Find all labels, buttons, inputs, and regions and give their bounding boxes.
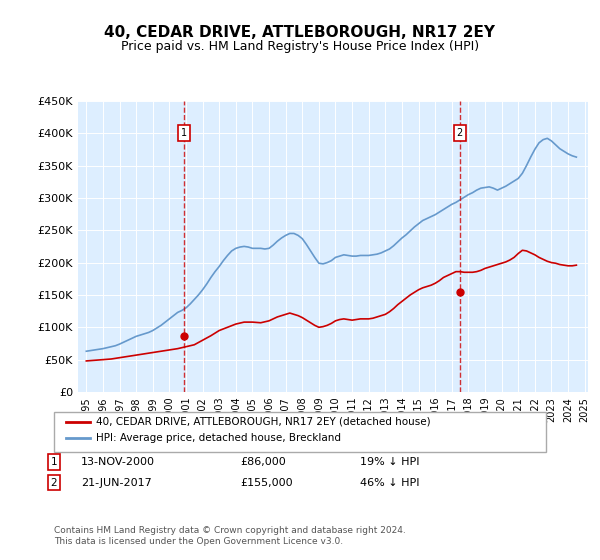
Text: 46% ↓ HPI: 46% ↓ HPI bbox=[360, 478, 419, 488]
Text: 13-NOV-2000: 13-NOV-2000 bbox=[81, 457, 155, 467]
Text: 40, CEDAR DRIVE, ATTLEBOROUGH, NR17 2EY: 40, CEDAR DRIVE, ATTLEBOROUGH, NR17 2EY bbox=[104, 25, 496, 40]
Text: 19% ↓ HPI: 19% ↓ HPI bbox=[360, 457, 419, 467]
Text: 2: 2 bbox=[50, 478, 58, 488]
Text: 1: 1 bbox=[50, 457, 58, 467]
Text: Contains HM Land Registry data © Crown copyright and database right 2024.
This d: Contains HM Land Registry data © Crown c… bbox=[54, 526, 406, 546]
Text: 40, CEDAR DRIVE, ATTLEBOROUGH, NR17 2EY (detached house): 40, CEDAR DRIVE, ATTLEBOROUGH, NR17 2EY … bbox=[96, 417, 431, 427]
Text: 2: 2 bbox=[457, 128, 463, 138]
Text: 1: 1 bbox=[181, 128, 187, 138]
Text: £86,000: £86,000 bbox=[240, 457, 286, 467]
Text: HPI: Average price, detached house, Breckland: HPI: Average price, detached house, Brec… bbox=[96, 433, 341, 444]
Text: Price paid vs. HM Land Registry's House Price Index (HPI): Price paid vs. HM Land Registry's House … bbox=[121, 40, 479, 53]
Text: 21-JUN-2017: 21-JUN-2017 bbox=[81, 478, 152, 488]
Text: £155,000: £155,000 bbox=[240, 478, 293, 488]
